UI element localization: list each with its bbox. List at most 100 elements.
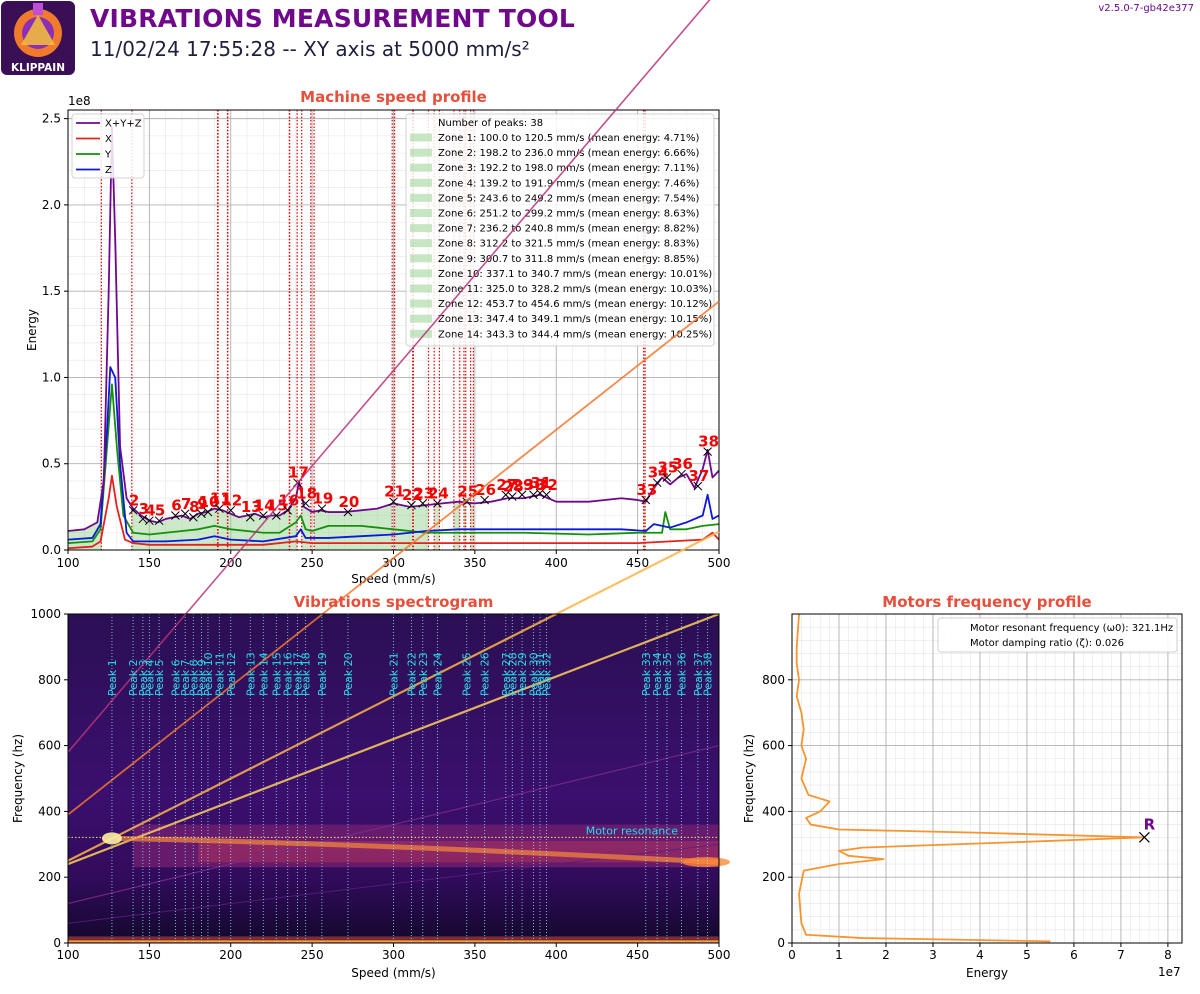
peak-line-label: Peak 7 [179, 659, 192, 696]
peak-marker [507, 492, 517, 501]
peak-line-label: Peak 33 [640, 652, 653, 696]
y-axis-label: Frequency (hz) [742, 734, 756, 823]
axes-frame [791, 613, 1183, 944]
peak-marker [171, 511, 180, 520]
harmonic-line [67, 0, 711, 753]
peak-label: 26 [475, 481, 496, 499]
peak-marker [138, 514, 148, 524]
legend-swatch [410, 314, 432, 323]
peak-marker [197, 509, 206, 519]
x-tick-label: 450 [626, 556, 649, 570]
legend-header: Number of peaks: 38 [438, 118, 543, 129]
x-tick-label: 500 [708, 948, 731, 962]
legend-swatch [410, 133, 432, 142]
legend-label: Zone 6: 251.2 to 299.2 mm/s (mean energy… [438, 209, 699, 220]
page-title: VIBRATIONS MEASUREMENT TOOL [90, 4, 576, 33]
x-tick-label: 8 [1164, 948, 1172, 962]
peak-label: 7 [181, 495, 191, 513]
y-axis-label: Frequency (hz) [11, 734, 25, 823]
annotation-line: Motor damping ratio (ζ): 0.026 [970, 638, 1124, 649]
peak-marker [226, 505, 236, 515]
peak-line-label: Peak 32 [540, 652, 553, 696]
x-tick-label: 200 [219, 556, 242, 570]
peak-label: 34 [648, 464, 669, 482]
peak-label: 32 [537, 476, 558, 494]
peak-line-label: Peak 10 [202, 652, 215, 696]
legend-swatch [410, 163, 432, 172]
x-tick-label: 4 [976, 948, 984, 962]
legend-label: Zone 4: 139.2 to 191.9 mm/s (mean energy… [438, 178, 699, 189]
series-line-x [67, 474, 720, 550]
peak-label: 8 [189, 498, 199, 516]
peak-label: 14 [254, 496, 275, 514]
legend-label: Zone 5: 243.6 to 249.2 mm/s (mean energy… [438, 193, 699, 204]
peak-label: 36 [672, 455, 693, 473]
legend-label: Zone 3: 192.2 to 198.0 mm/s (mean energy… [438, 163, 699, 174]
y-tick-label: 2.0 [42, 198, 61, 212]
peak-line-label: Peak 28 [506, 652, 519, 696]
peak-line-label: Peak 38 [702, 652, 715, 696]
x-tick-label: 6 [1070, 948, 1078, 962]
peak-label: 10 [199, 493, 220, 511]
peak-marker [389, 497, 398, 507]
y-tick-label: 800 [762, 673, 785, 687]
x-tick-label: 150 [138, 556, 161, 570]
legend-swatch [410, 329, 432, 338]
resonance-hotspot [101, 832, 122, 845]
legend-swatch [410, 209, 432, 217]
motor-profile-line [795, 613, 1146, 943]
peak-marker [480, 495, 489, 505]
peak-line-label: Peak 15 [270, 652, 283, 696]
peak-marker [433, 499, 442, 508]
peak-marker [343, 507, 353, 517]
series-line-y [67, 383, 720, 544]
x-tick-label: 250 [301, 556, 324, 570]
logo-text: KLIPPAIN [11, 62, 65, 74]
peak-marker [693, 481, 703, 491]
legend-label: Zone 1: 100.0 to 120.5 mm/s (mean energy… [438, 133, 699, 144]
annotation-line: Motor resonant frequency (ω0): 321.1Hz [970, 623, 1173, 634]
peak-label: 22 [402, 486, 423, 504]
peak-label: 17 [288, 464, 309, 482]
page-subtitle: 11/02/24 17:55:28 -- XY axis at 5000 mm/… [90, 37, 530, 61]
legend-swatch [410, 224, 432, 233]
x-axis-label: Speed (mm/s) [351, 572, 435, 586]
peak-line-label: Peak 14 [257, 652, 270, 696]
legend-label: Zone 10: 337.1 to 340.7 mm/s (mean energ… [438, 269, 712, 280]
legend-label: Zone 7: 236.2 to 240.8 mm/s (mean energy… [438, 224, 699, 235]
x-tick-label: 150 [138, 948, 161, 962]
x-tick-label: 300 [382, 948, 405, 962]
y-tick-label: 400 [38, 804, 61, 818]
y-tick-label: 0.5 [42, 457, 61, 471]
peak-line-label: Peak 30 [527, 652, 540, 696]
peak-label: 35 [657, 459, 678, 477]
y-tick-label: 1000 [30, 607, 61, 621]
x-tick-label: 450 [626, 948, 649, 962]
peak-label: 18 [296, 484, 317, 502]
peak-marker [529, 490, 538, 500]
peak-line-label: Peak 29 [516, 652, 529, 696]
peak-marker [418, 499, 428, 508]
peak-marker [145, 516, 154, 526]
peak-marker [662, 473, 672, 482]
peak-label: 23 [413, 484, 434, 502]
peak-line-label: Peak 17 [291, 652, 304, 696]
peak-label: 12 [221, 491, 242, 509]
peak-label: 37 [688, 467, 709, 485]
peak-marker [703, 447, 712, 457]
series-line-z [67, 366, 720, 543]
peak-line-label: Peak 13 [244, 652, 257, 696]
peak-marker [283, 505, 293, 515]
x-tick-label: 0 [788, 948, 796, 962]
peak-label: 33 [636, 481, 657, 499]
x-tick-label: 300 [382, 556, 405, 570]
y-tick-label: 800 [38, 673, 61, 687]
energy-band [68, 936, 719, 943]
peak-label: 19 [312, 490, 333, 508]
peak-label: 4 [145, 502, 155, 520]
x-tick-label: 400 [545, 556, 568, 570]
zones-legend: Number of peaks: 38 Zone 1: 100.0 to 120.… [405, 113, 715, 347]
legend-label: Zone 13: 347.4 to 349.1 mm/s (mean energ… [438, 314, 712, 325]
